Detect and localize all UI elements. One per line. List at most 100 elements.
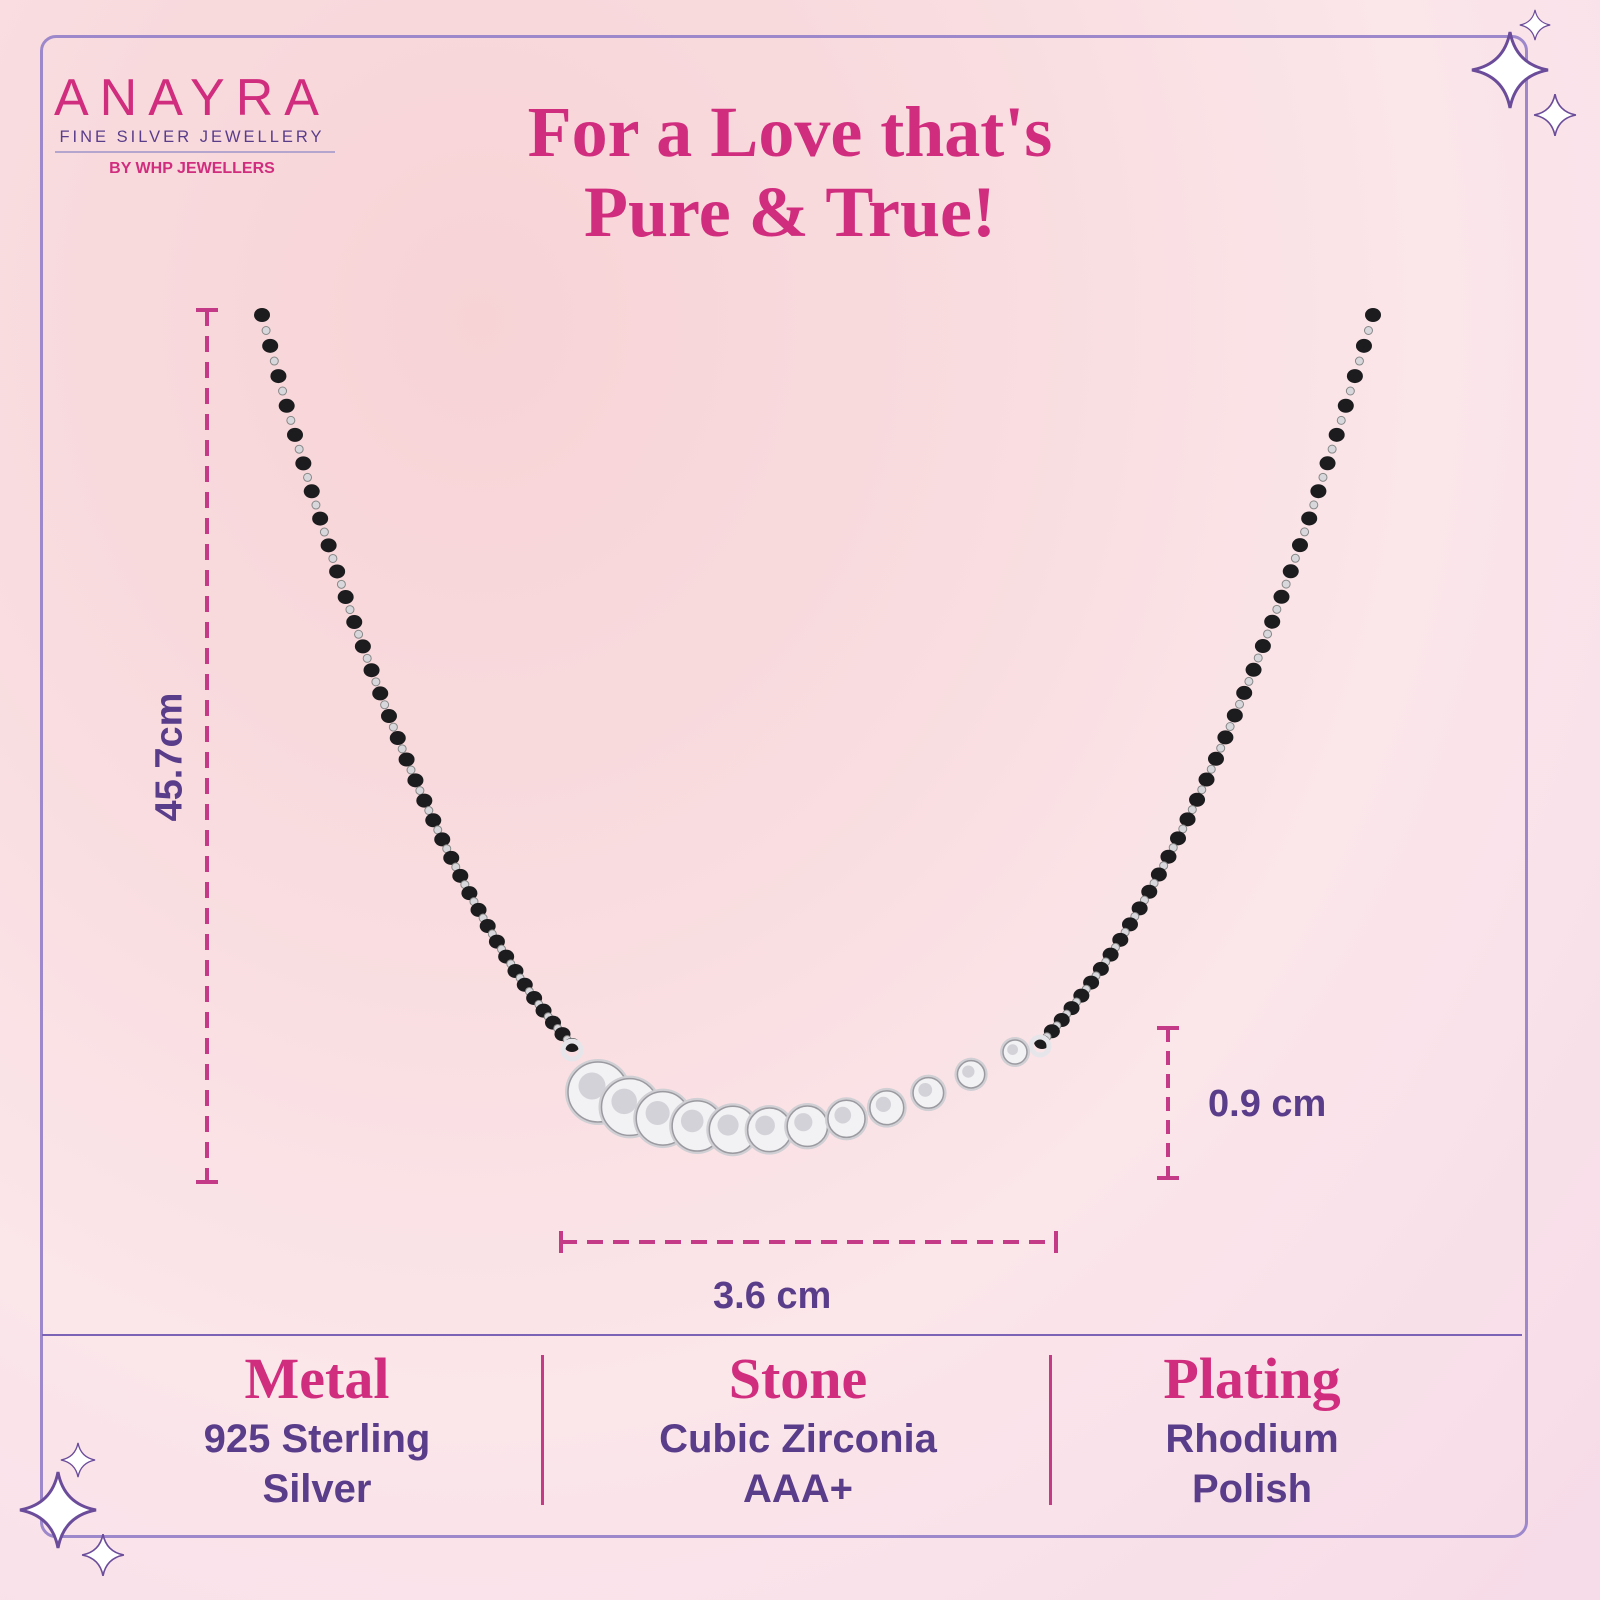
- silver-bead: [1253, 653, 1263, 663]
- silver-bead: [1216, 743, 1226, 753]
- black-bead: [1254, 639, 1271, 654]
- cz-stone: [866, 1087, 907, 1128]
- black-bead: [470, 902, 487, 917]
- silver-bead: [354, 629, 364, 639]
- cz-stone: [784, 1103, 831, 1150]
- silver-bead: [294, 444, 304, 454]
- silver-bead: [1272, 604, 1282, 614]
- logo-divider: [55, 151, 335, 153]
- spec-stone-title: Stone: [728, 1346, 868, 1411]
- black-bead: [337, 590, 354, 605]
- pendant-height-label: 0.9 cm: [1208, 1083, 1327, 1125]
- brand-tagline: FINE SILVER JEWELLERY: [59, 128, 325, 146]
- black-bead: [1273, 589, 1290, 604]
- black-bead: [1131, 901, 1148, 916]
- black-bead: [1141, 884, 1158, 899]
- black-bead: [1198, 772, 1215, 787]
- black-bead: [270, 369, 287, 384]
- silver-bead: [345, 605, 355, 615]
- spec-plating-value: Rhodium Polish: [1165, 1417, 1339, 1511]
- silver-bead: [1336, 415, 1346, 425]
- silver-bead: [336, 579, 346, 589]
- black-bead: [398, 752, 415, 767]
- spec-plating-title: Plating: [1163, 1346, 1341, 1411]
- black-bead: [329, 564, 346, 579]
- silver-bead: [371, 677, 381, 687]
- black-bead: [1337, 398, 1354, 413]
- headline-line2: Pure & True!: [584, 172, 996, 252]
- silver-bead: [415, 786, 425, 796]
- cz-stone: [954, 1057, 988, 1091]
- black-bead: [286, 427, 303, 442]
- spec-divider: [541, 1355, 544, 1505]
- silver-bead: [397, 744, 407, 754]
- black-bead: [1236, 685, 1253, 700]
- black-bead: [1170, 831, 1186, 846]
- silver-bead: [1235, 699, 1245, 709]
- black-bead: [1245, 662, 1262, 677]
- black-bead: [295, 456, 312, 471]
- silver-bead: [1354, 356, 1364, 366]
- silver-bead: [362, 653, 372, 663]
- black-bead: [425, 813, 442, 828]
- black-bead: [1282, 564, 1299, 579]
- spec-stone-value: Cubic Zirconia AAA+: [659, 1417, 937, 1511]
- silver-bead: [1363, 325, 1373, 335]
- black-bead: [1301, 511, 1318, 526]
- silver-bead: [1290, 553, 1300, 563]
- black-bead: [372, 686, 389, 701]
- black-bead: [262, 338, 279, 353]
- black-bead: [1355, 338, 1372, 353]
- cz-stone: [910, 1074, 947, 1112]
- black-bead: [1189, 792, 1206, 807]
- silver-bead: [1318, 472, 1328, 482]
- silver-bead: [424, 806, 434, 816]
- silver-bead: [1345, 386, 1355, 396]
- black-bead: [1264, 614, 1281, 629]
- frame-border: [40, 35, 1528, 1538]
- silver-bead: [1281, 579, 1291, 589]
- silver-bead: [1300, 527, 1310, 537]
- silver-bead: [1327, 444, 1337, 454]
- silver-bead: [269, 356, 279, 366]
- silver-bead: [1263, 629, 1273, 639]
- brand-logo: ANAYRA: [54, 69, 330, 127]
- silver-bead: [261, 325, 271, 335]
- spec-metal-title: Metal: [244, 1346, 390, 1411]
- black-bead: [380, 709, 397, 724]
- black-bead: [278, 398, 295, 413]
- pendant-width-label: 3.6 cm: [713, 1275, 832, 1317]
- silver-bead: [380, 700, 390, 710]
- silver-bead: [1197, 785, 1207, 795]
- black-bead: [254, 308, 270, 322]
- black-bead: [1226, 708, 1243, 723]
- black-bead: [1179, 812, 1196, 827]
- black-bead: [434, 832, 451, 847]
- black-bead: [1150, 867, 1167, 882]
- black-bead: [1328, 427, 1345, 442]
- sparkle-icon: [1471, 9, 1577, 137]
- silver-bead: [278, 386, 288, 396]
- black-bead: [1160, 849, 1177, 864]
- black-bead: [312, 511, 329, 526]
- length-label: 45.7cm: [148, 692, 191, 822]
- silver-bead: [1225, 722, 1235, 732]
- black-bead: [1365, 308, 1381, 322]
- specs-divider: [42, 1334, 1522, 1336]
- black-bead: [1310, 484, 1327, 499]
- black-bead: [1319, 456, 1336, 471]
- silver-bead: [311, 500, 321, 510]
- silver-bead: [303, 472, 313, 482]
- black-bead: [1207, 751, 1224, 766]
- cz-stone: [1000, 1037, 1030, 1067]
- brand-by: BY WHP JEWELLERS: [109, 160, 275, 177]
- silver-bead: [1244, 676, 1254, 686]
- silver-bead: [319, 527, 329, 537]
- black-bead: [1346, 369, 1363, 384]
- black-bead: [407, 773, 424, 788]
- black-bead: [1291, 538, 1308, 553]
- black-bead: [389, 731, 406, 746]
- cz-stone: [824, 1097, 869, 1141]
- black-bead: [346, 615, 363, 630]
